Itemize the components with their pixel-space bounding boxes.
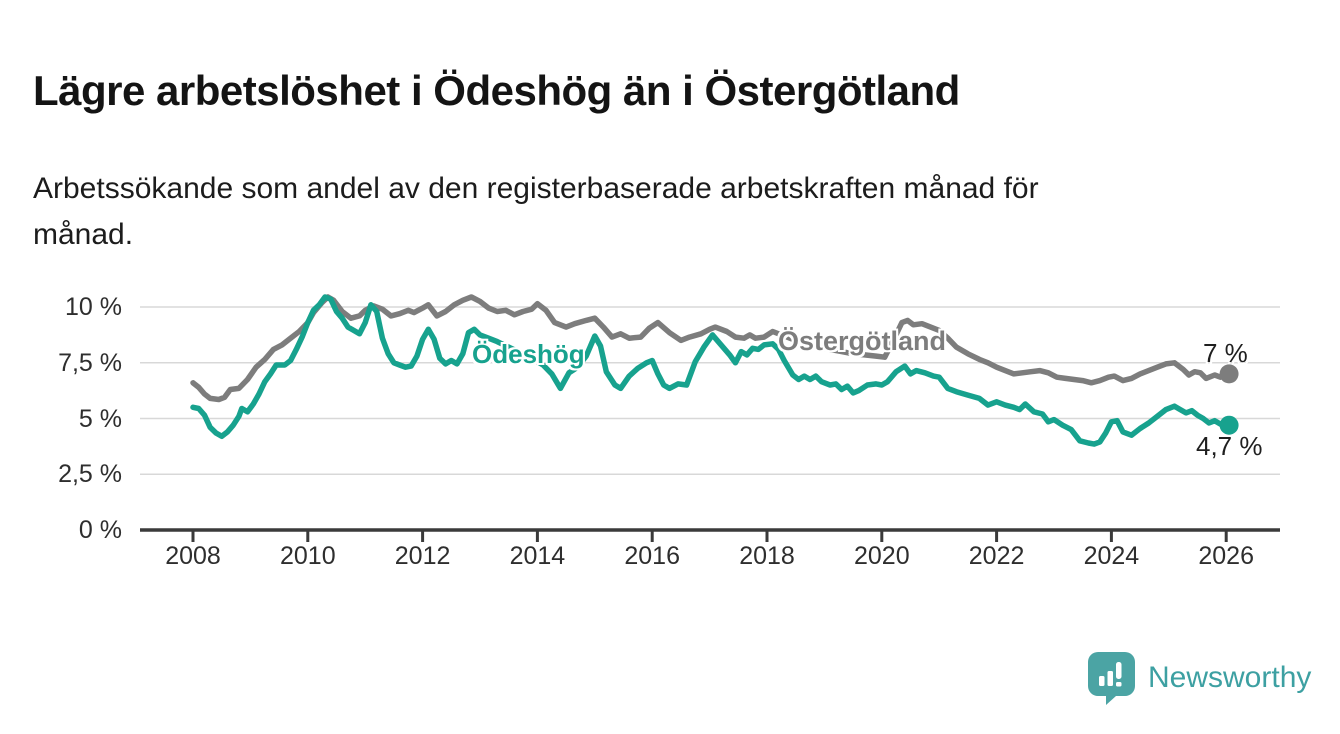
x-axis-tick-label: 2016 — [624, 542, 680, 570]
page-title: Lägre arbetslöshet i Ödeshög än i Österg… — [33, 67, 960, 115]
y-axis-tick-label: 2,5 % — [58, 460, 122, 489]
x-axis-tick-label: 2022 — [968, 542, 1025, 570]
end-point-ödeshög — [1219, 415, 1239, 435]
y-axis-tick-label: 7,5 % — [58, 348, 122, 377]
y-axis-tick-label: 0 % — [78, 516, 122, 544]
series-line-ödeshög — [190, 294, 1232, 447]
x-axis-tick-label: 2014 — [509, 542, 566, 570]
x-axis-tick-label: 2010 — [279, 542, 336, 570]
x-axis-tick-label: 2012 — [394, 542, 451, 570]
y-axis-tick-label: 5 % — [78, 404, 122, 433]
x-axis-tick-label: 2008 — [165, 542, 221, 570]
x-axis-tick-label: 2024 — [1083, 542, 1140, 570]
newsworthy-logo: Newsworthy — [1086, 652, 1312, 705]
end-value-label-ostergotland: 7 % — [1203, 338, 1248, 368]
series-label-ostergotland: Östergötland — [778, 326, 947, 356]
series-label-odeshog: Ödeshög — [472, 339, 585, 369]
x-axis-tick-label: 2018 — [739, 542, 795, 570]
end-value-label-odeshog: 4,7 % — [1196, 431, 1263, 461]
line-chart — [140, 294, 1280, 542]
newsworthy-logo-icon — [1088, 652, 1135, 705]
y-axis-tick-label: 10 % — [65, 293, 122, 321]
chart-subtitle: Arbetssökande som andel av den registerb… — [33, 172, 1039, 251]
end-point-östergötland — [1219, 364, 1239, 384]
x-axis-tick-label: 2026 — [1198, 542, 1254, 570]
series-line-östergötland — [190, 294, 1232, 403]
newsworthy-logo-wordmark: Newsworthy — [1148, 661, 1312, 694]
x-axis-tick-label: 2020 — [853, 542, 910, 570]
